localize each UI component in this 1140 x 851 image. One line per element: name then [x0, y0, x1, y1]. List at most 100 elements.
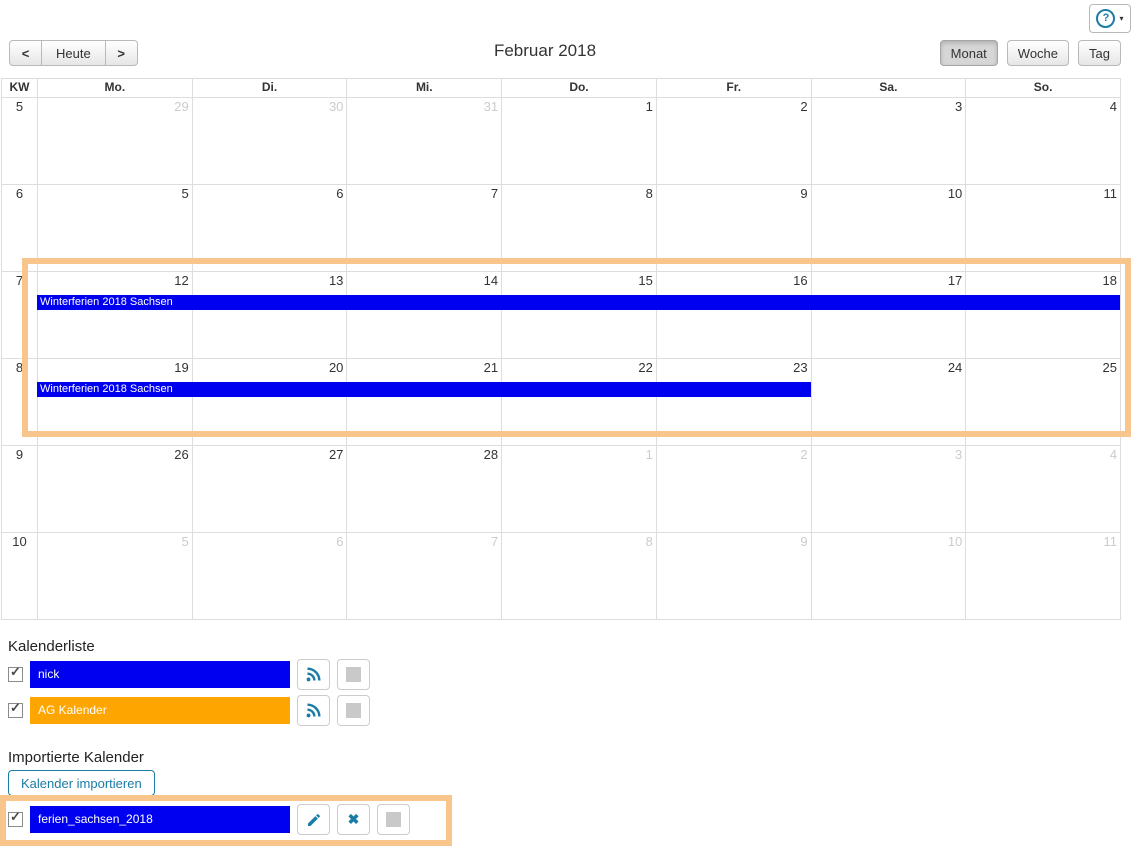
day-cell[interactable]: 9 — [655, 185, 811, 271]
next-month-button[interactable]: > — [104, 40, 138, 66]
edit-icon — [307, 813, 320, 826]
day-number: 16 — [793, 273, 808, 288]
day-number: 6 — [336, 534, 344, 549]
event-layer: Winterferien 2018 Sachsen — [37, 272, 1120, 358]
color-button[interactable] — [377, 804, 410, 835]
day-cell[interactable]: 18 — [965, 272, 1120, 358]
day-cell[interactable]: 17 — [810, 272, 966, 358]
edit-button[interactable] — [297, 804, 330, 835]
day-cell[interactable]: 30 — [191, 98, 347, 184]
event-bar[interactable]: Winterferien 2018 Sachsen — [37, 295, 1120, 310]
day-number: 12 — [174, 273, 189, 288]
day-cell[interactable]: 11 — [965, 185, 1120, 271]
day-cell[interactable]: 4 — [965, 446, 1120, 532]
day-cell[interactable]: 1 — [501, 446, 656, 532]
day-number: 5 — [181, 534, 189, 549]
day-cell[interactable]: 31 — [346, 98, 501, 184]
today-button[interactable]: Heute — [41, 40, 106, 66]
view-button-monat[interactable]: Monat — [939, 40, 998, 66]
day-cell[interactable]: 21 — [346, 359, 501, 445]
day-number: 6 — [336, 186, 344, 201]
day-cell[interactable]: 24 — [810, 359, 966, 445]
day-cell[interactable]: 14 — [346, 272, 501, 358]
day-number: 2 — [800, 447, 808, 462]
color-button[interactable] — [337, 695, 370, 726]
day-cell[interactable]: 29 — [37, 98, 192, 184]
day-number: 1 — [645, 99, 653, 114]
day-header-cell: Di. — [191, 79, 347, 97]
color-button[interactable] — [337, 659, 370, 690]
kw-cell: 6 — [15, 186, 24, 201]
kw-cell: 8 — [15, 360, 24, 375]
check-icon: ✓ — [10, 700, 21, 715]
calendar-checkbox[interactable]: ✓ — [8, 664, 23, 682]
day-number: 28 — [483, 447, 499, 462]
prev-month-button[interactable]: < — [9, 40, 42, 66]
week-row: 10 5 6 7 8 9 10 11 — [2, 532, 1120, 619]
day-cell[interactable]: 3 — [810, 446, 966, 532]
day-number: 9 — [800, 534, 808, 549]
kw-cell: 7 — [15, 273, 24, 288]
day-number: 19 — [174, 360, 189, 375]
day-number: 30 — [328, 99, 344, 114]
rss-button[interactable] — [297, 695, 330, 726]
day-cell[interactable]: 26 — [37, 446, 192, 532]
calendar-checkbox[interactable]: ✓ — [8, 809, 23, 827]
day-cell[interactable]: 12 — [37, 272, 192, 358]
calendar-name-bar: ferien_sachsen_2018 — [30, 806, 290, 833]
import-calendar-button[interactable]: Kalender importieren — [8, 770, 155, 796]
day-number: 15 — [638, 273, 653, 288]
calendar-checkbox[interactable]: ✓ — [8, 700, 23, 718]
day-number: 24 — [947, 360, 963, 375]
view-button-woche[interactable]: Woche — [1006, 40, 1070, 66]
day-cell[interactable]: 7 — [346, 185, 501, 271]
day-number: 4 — [1109, 99, 1117, 114]
week-row: 9 26 27 28 1 2 3 4 — [2, 445, 1120, 532]
day-cell[interactable]: 19 — [37, 359, 192, 445]
day-cell[interactable]: 27 — [191, 446, 347, 532]
calendar-list-row: ✓ AG Kalender — [8, 695, 370, 726]
day-cell[interactable]: 6 — [191, 533, 347, 619]
day-cell[interactable]: 9 — [655, 533, 811, 619]
day-cell[interactable]: 3 — [810, 98, 966, 184]
day-cell[interactable]: 7 — [346, 533, 501, 619]
day-cell[interactable]: 25 — [965, 359, 1120, 445]
view-button-tag[interactable]: Tag — [1078, 40, 1121, 66]
day-cell[interactable]: 16 — [655, 272, 811, 358]
delete-button[interactable]: ✖ — [337, 804, 370, 835]
day-number: 11 — [1103, 534, 1117, 549]
day-cell[interactable]: 28 — [346, 446, 501, 532]
day-cell[interactable]: 20 — [191, 359, 347, 445]
day-number: 10 — [947, 186, 963, 201]
day-cell[interactable]: 22 — [501, 359, 656, 445]
page-title: Februar 2018 — [493, 41, 597, 60]
event-layer — [37, 533, 1120, 619]
day-cell[interactable]: 1 — [501, 98, 656, 184]
day-cell[interactable]: 15 — [501, 272, 656, 358]
calendar-list-heading: Kalenderliste — [8, 638, 95, 655]
rss-button[interactable] — [297, 659, 330, 690]
day-cell[interactable]: 8 — [501, 533, 656, 619]
day-cell[interactable]: 10 — [810, 533, 966, 619]
day-cell[interactable]: 2 — [655, 446, 811, 532]
day-cell[interactable]: 23 — [655, 359, 811, 445]
day-cell[interactable]: 5 — [37, 185, 192, 271]
event-bar[interactable]: Winterferien 2018 Sachsen — [37, 382, 811, 397]
rss-icon — [306, 703, 321, 718]
day-number: 22 — [638, 360, 653, 375]
day-cell[interactable]: 6 — [191, 185, 347, 271]
day-cell[interactable]: 5 — [37, 533, 192, 619]
day-cell[interactable]: 8 — [501, 185, 656, 271]
day-number: 9 — [800, 186, 808, 201]
day-number: 13 — [328, 273, 344, 288]
day-header-cell: So. — [965, 79, 1120, 97]
day-cell[interactable]: 2 — [655, 98, 811, 184]
day-cell[interactable]: 11 — [965, 533, 1120, 619]
day-cell[interactable]: 4 — [965, 98, 1120, 184]
day-cell[interactable]: 13 — [191, 272, 347, 358]
day-number: 7 — [490, 534, 499, 549]
day-number: 3 — [955, 447, 963, 462]
help-button[interactable]: ? ▾ — [1089, 4, 1131, 33]
day-cell[interactable]: 10 — [810, 185, 966, 271]
